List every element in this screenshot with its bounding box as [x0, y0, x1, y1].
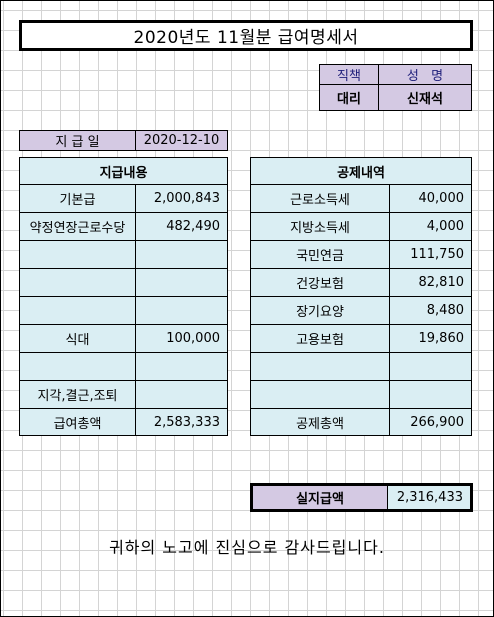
- pay-date-label: 지 급 일: [19, 130, 136, 151]
- deductions-item-amount[interactable]: [389, 352, 472, 381]
- payments-row: 식대 100,000: [19, 324, 228, 353]
- deductions-row: [250, 352, 472, 381]
- deductions-item-label[interactable]: 건강보험: [250, 268, 390, 297]
- deductions-item-amount[interactable]: 111,750: [389, 240, 472, 269]
- deductions-row: [250, 380, 472, 409]
- deductions-item-label[interactable]: 공제총액: [250, 408, 390, 436]
- deductions-item-label[interactable]: 지방소득세: [250, 212, 390, 241]
- payments-item-amount[interactable]: [135, 240, 228, 269]
- payments-item-label[interactable]: 기본급: [19, 184, 136, 213]
- pay-date-table: 지 급 일 2020-12-10: [19, 130, 228, 151]
- deductions-row: 국민연금 111,750: [250, 240, 472, 269]
- deductions-item-amount[interactable]: 19,860: [389, 324, 472, 353]
- deductions-item-label[interactable]: 근로소득세: [250, 184, 390, 213]
- payments-table: 지급내용 기본급 2,000,843 약정연장근로수당 482,490 식대 100,00…: [19, 157, 228, 436]
- payments-item-label[interactable]: 급여총액: [19, 408, 136, 436]
- deductions-table: 공제내역 근로소득세 40,000 지방소득세 4,000 국민연금 111,750 건강보…: [250, 157, 472, 436]
- payments-item-label[interactable]: 지각,결근,조퇴: [19, 380, 136, 409]
- payments-item-label[interactable]: [19, 352, 136, 381]
- payments-item-label[interactable]: 약정연장근로수당: [19, 212, 136, 241]
- payments-item-amount[interactable]: 100,000: [135, 324, 228, 353]
- deductions-item-amount[interactable]: 40,000: [389, 184, 472, 213]
- payments-row: 지각,결근,조퇴: [19, 380, 228, 409]
- name-header: 성 명: [378, 64, 472, 85]
- deductions-row: 공제총액 266,900: [250, 408, 472, 436]
- payments-item-amount[interactable]: [135, 380, 228, 409]
- net-pay-label: 실지급액: [251, 484, 388, 511]
- payments-row: 약정연장근로수당 482,490: [19, 212, 228, 241]
- position-header: 직책: [319, 64, 379, 85]
- deductions-item-amount[interactable]: 82,810: [389, 268, 472, 297]
- deductions-header: 공제내역: [250, 157, 472, 185]
- net-pay-table: 실지급액 2,316,433: [250, 483, 473, 512]
- deductions-row: 건강보험 82,810: [250, 268, 472, 297]
- deductions-item-label[interactable]: [250, 352, 390, 381]
- payments-item-amount[interactable]: [135, 296, 228, 325]
- deductions-row: 장기요양 8,480: [250, 296, 472, 325]
- payments-item-label[interactable]: 식대: [19, 324, 136, 353]
- employee-info-table: 직책 성 명 대리 신재석: [319, 64, 472, 111]
- payments-item-label[interactable]: [19, 240, 136, 269]
- position-value[interactable]: 대리: [319, 84, 379, 111]
- payments-row: [19, 352, 228, 381]
- payments-item-label[interactable]: [19, 268, 136, 297]
- payments-row: 급여총액 2,583,333: [19, 408, 228, 436]
- payments-row: 기본급 2,000,843: [19, 184, 228, 213]
- net-pay-amount[interactable]: 2,316,433: [387, 484, 472, 511]
- name-value[interactable]: 신재석: [378, 84, 472, 111]
- payslip-title: 2020년도 11월분 급여명세서: [19, 20, 473, 51]
- payments-item-amount[interactable]: 482,490: [135, 212, 228, 241]
- payments-item-amount[interactable]: [135, 268, 228, 297]
- payments-header: 지급내용: [19, 157, 228, 185]
- deductions-item-amount[interactable]: [389, 380, 472, 409]
- thanks-message: 귀하의 노고에 진심으로 감사드립니다.: [109, 538, 385, 557]
- payments-item-amount[interactable]: 2,583,333: [135, 408, 228, 436]
- payments-item-amount[interactable]: [135, 352, 228, 381]
- deductions-item-amount[interactable]: 4,000: [389, 212, 472, 241]
- payments-row: [19, 296, 228, 325]
- deductions-item-label[interactable]: 고용보험: [250, 324, 390, 353]
- payments-row: [19, 268, 228, 297]
- deductions-item-label[interactable]: 국민연금: [250, 240, 390, 269]
- deductions-item-label[interactable]: 장기요양: [250, 296, 390, 325]
- deductions-row: 지방소득세 4,000: [250, 212, 472, 241]
- payments-row: [19, 240, 228, 269]
- deductions-item-amount[interactable]: 266,900: [389, 408, 472, 436]
- deductions-row: 고용보험 19,860: [250, 324, 472, 353]
- payments-item-amount[interactable]: 2,000,843: [135, 184, 228, 213]
- pay-date-value[interactable]: 2020-12-10: [135, 130, 228, 151]
- payments-item-label[interactable]: [19, 296, 136, 325]
- deductions-item-label[interactable]: [250, 380, 390, 409]
- deductions-row: 근로소득세 40,000: [250, 184, 472, 213]
- deductions-item-amount[interactable]: 8,480: [389, 296, 472, 325]
